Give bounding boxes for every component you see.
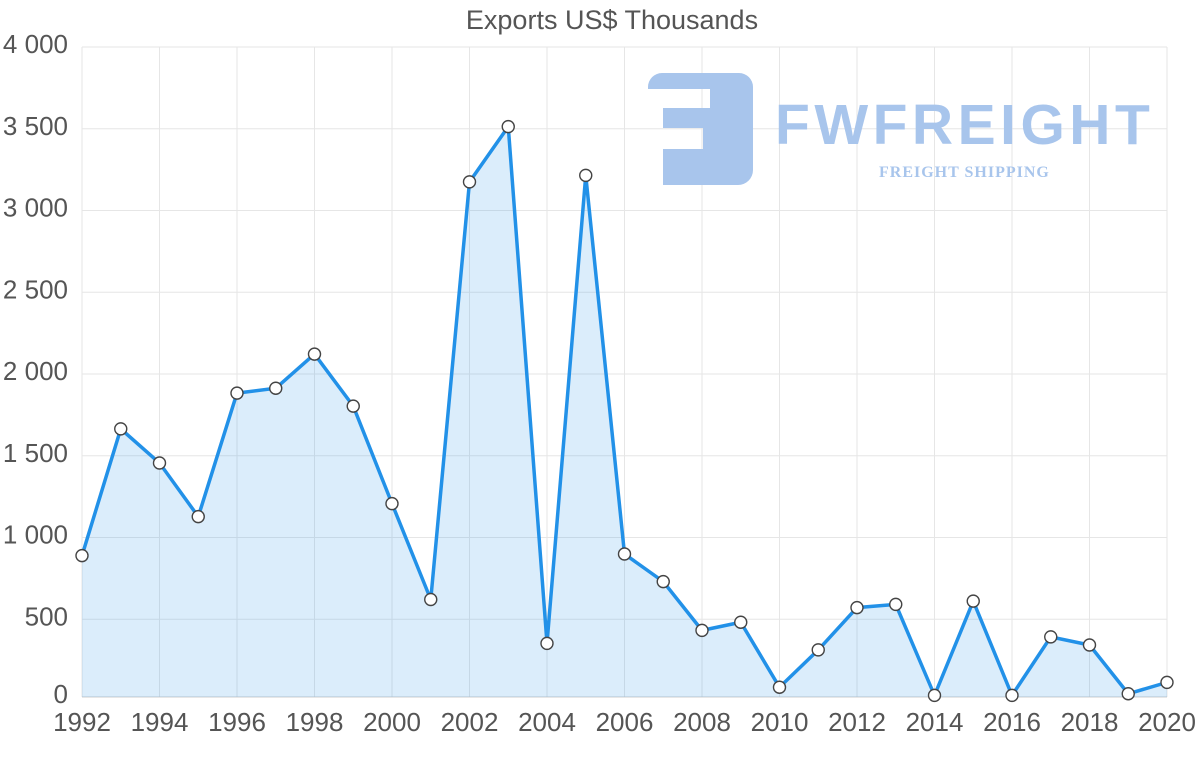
svg-text:FREIGHT SHIPPING: FREIGHT SHIPPING — [879, 164, 1050, 181]
svg-text:2012: 2012 — [828, 707, 886, 737]
svg-text:4 000: 4 000 — [3, 29, 68, 59]
svg-text:3 500: 3 500 — [3, 111, 68, 141]
svg-text:2010: 2010 — [751, 707, 809, 737]
svg-text:2008: 2008 — [673, 707, 731, 737]
svg-text:500: 500 — [25, 601, 68, 631]
svg-text:2006: 2006 — [596, 707, 654, 737]
svg-text:2004: 2004 — [518, 707, 576, 737]
svg-text:3 000: 3 000 — [3, 193, 68, 223]
svg-text:1996: 1996 — [208, 707, 266, 737]
svg-text:2 500: 2 500 — [3, 274, 68, 304]
svg-text:1 500: 1 500 — [3, 438, 68, 468]
svg-text:2018: 2018 — [1061, 707, 1119, 737]
svg-text:1994: 1994 — [131, 707, 189, 737]
svg-text:2016: 2016 — [983, 707, 1041, 737]
svg-text:1 000: 1 000 — [3, 520, 68, 550]
svg-text:FWFREIGHT: FWFREIGHT — [775, 93, 1154, 157]
svg-text:1998: 1998 — [286, 707, 344, 737]
svg-text:2002: 2002 — [441, 707, 499, 737]
svg-text:2014: 2014 — [906, 707, 964, 737]
svg-text:1992: 1992 — [53, 707, 111, 737]
svg-text:2000: 2000 — [363, 707, 421, 737]
svg-text:2 000: 2 000 — [3, 356, 68, 386]
svg-text:0: 0 — [54, 679, 68, 709]
svg-text:2020: 2020 — [1138, 707, 1196, 737]
